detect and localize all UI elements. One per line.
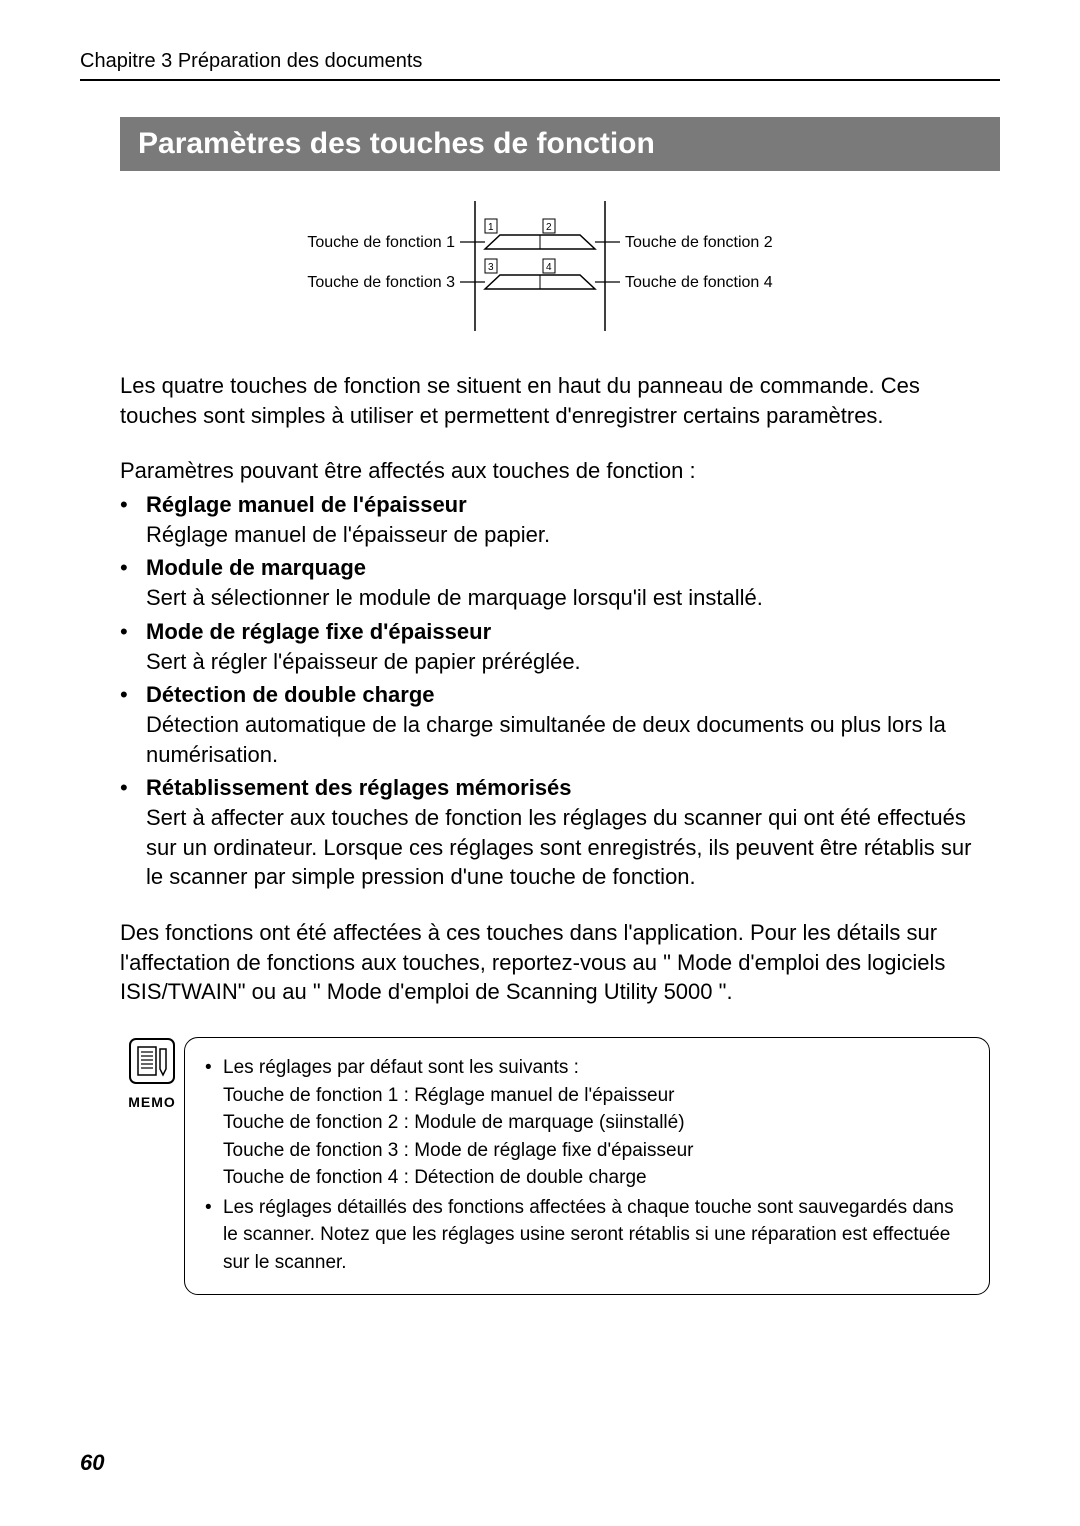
diagram-label-br: Touche de fonction 4 <box>625 274 773 291</box>
bullet-icon: • <box>205 1054 223 1192</box>
chapter-label: Chapitre 3 Préparation des documents <box>80 50 422 72</box>
page-header: Chapitre 3 Préparation des documents <box>80 50 1000 81</box>
key-num-1: 1 <box>488 222 494 233</box>
diagram-label-tr: Touche de fonction 2 <box>625 234 773 251</box>
memo-sub: Touche de fonction 3 : Mode de réglage f… <box>223 1137 969 1165</box>
memo-icon-column: MEMO <box>120 1037 184 1110</box>
memo-lead: Les réglages détaillés des fonctions aff… <box>223 1194 969 1277</box>
param-title: Réglage manuel de l'épaisseur <box>146 490 467 520</box>
section-title: Paramètres des touches de fonction <box>120 117 1000 171</box>
param-title: Détection de double charge <box>146 680 435 710</box>
memo-label: MEMO <box>120 1094 184 1110</box>
closing-paragraph: Des fonctions ont été affectées à ces to… <box>120 918 990 1007</box>
bullet-icon: • <box>120 490 146 520</box>
memo-sub: Touche de fonction 4 : Détection de doub… <box>223 1164 969 1192</box>
param-title: Rétablissement des réglages mémorisés <box>146 773 572 803</box>
param-list: •Réglage manuel de l'épaisseur Réglage m… <box>120 490 990 892</box>
bullet-icon: • <box>120 680 146 710</box>
param-title: Mode de réglage fixe d'épaisseur <box>146 617 491 647</box>
diagram-label-bl: Touche de fonction 3 <box>307 274 455 291</box>
body-content: Les quatre touches de fonction se situen… <box>120 371 990 1007</box>
page: Chapitre 3 Préparation des documents Par… <box>0 0 1080 1526</box>
memo-block: MEMO • Les réglages par défaut sont les … <box>120 1037 990 1295</box>
memo-item: • Les réglages détaillés des fonctions a… <box>205 1194 969 1277</box>
param-item: •Module de marquage Sert à sélectionner … <box>120 553 990 612</box>
diagram-label-tl: Touche de fonction 1 <box>307 234 455 251</box>
bullet-icon: • <box>120 617 146 647</box>
param-desc: Sert à régler l'épaisseur de papier prér… <box>120 647 990 677</box>
param-item: •Réglage manuel de l'épaisseur Réglage m… <box>120 490 990 549</box>
param-desc: Détection automatique de la charge simul… <box>120 710 990 769</box>
param-desc: Sert à sélectionner le module de marquag… <box>120 583 990 613</box>
function-key-diagram: 1 2 3 4 Touche de fonction 1 To <box>80 201 1000 331</box>
key-num-2: 2 <box>546 222 552 233</box>
bullet-icon: • <box>205 1194 223 1277</box>
param-item: •Détection de double charge Détection au… <box>120 680 990 769</box>
param-title: Module de marquage <box>146 553 366 583</box>
intro-paragraph: Les quatre touches de fonction se situen… <box>120 371 990 430</box>
key-num-4: 4 <box>546 262 552 273</box>
param-item: •Mode de réglage fixe d'épaisseur Sert à… <box>120 617 990 676</box>
memo-lead: Les réglages par défaut sont les suivant… <box>223 1054 969 1082</box>
page-number: 60 <box>80 1450 104 1476</box>
param-item: •Rétablissement des réglages mémorisés S… <box>120 773 990 892</box>
memo-item: • Les réglages par défaut sont les suiva… <box>205 1054 969 1192</box>
memo-sub: Touche de fonction 1 : Réglage manuel de… <box>223 1082 969 1110</box>
param-desc: Sert à affecter aux touches de fonction … <box>120 803 990 892</box>
key-num-3: 3 <box>488 262 494 273</box>
param-desc: Réglage manuel de l'épaisseur de papier. <box>120 520 990 550</box>
memo-sub: Touche de fonction 2 : Module de marquag… <box>223 1109 969 1137</box>
bullet-icon: • <box>120 553 146 583</box>
memo-box: • Les réglages par défaut sont les suiva… <box>184 1037 990 1295</box>
memo-icon <box>128 1037 176 1085</box>
bullet-icon: • <box>120 773 146 803</box>
params-intro: Paramètres pouvant être affectés aux tou… <box>120 456 990 486</box>
diagram-svg: 1 2 3 4 Touche de fonction 1 To <box>240 201 840 331</box>
